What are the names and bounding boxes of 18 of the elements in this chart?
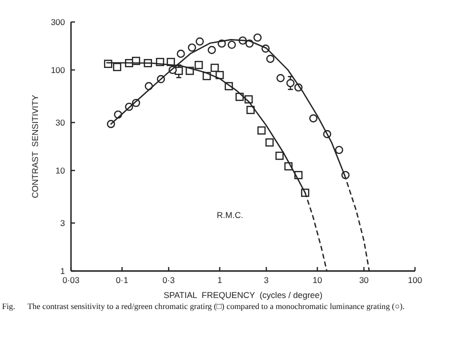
y-tick-label: 1 bbox=[60, 266, 66, 276]
x-tick-label: 0·03 bbox=[62, 275, 80, 285]
x-tick-label: 3 bbox=[264, 275, 269, 285]
x-tick-label: 0·3 bbox=[162, 275, 176, 285]
x-tick-label: 30 bbox=[359, 275, 369, 285]
x-tick-label: 0·1 bbox=[116, 275, 128, 285]
x-axis-title: SPATIAL FREQUENCY (cycles / degree) bbox=[164, 290, 323, 300]
y-tick-label: 10 bbox=[56, 165, 66, 176]
annotation: R.M.C. bbox=[216, 210, 244, 220]
x-tick-label: 1 bbox=[217, 275, 222, 285]
y-tick-label: 3 bbox=[60, 218, 66, 228]
y-axis-title: CONTRAST SENSITIVITY bbox=[30, 94, 40, 198]
y-tick-label: 100 bbox=[50, 64, 66, 75]
x-tick-label: 100 bbox=[408, 275, 422, 285]
text: Fig. The contrast sensitivity to a red/green chromatic gratirg (□) compared to a monochromatic luminance grating (○). bbox=[2, 301, 406, 313]
x-tick-label: 10 bbox=[312, 275, 322, 285]
y-tick-label: 30 bbox=[56, 118, 66, 128]
y-tick-label: 300 bbox=[50, 17, 66, 27]
